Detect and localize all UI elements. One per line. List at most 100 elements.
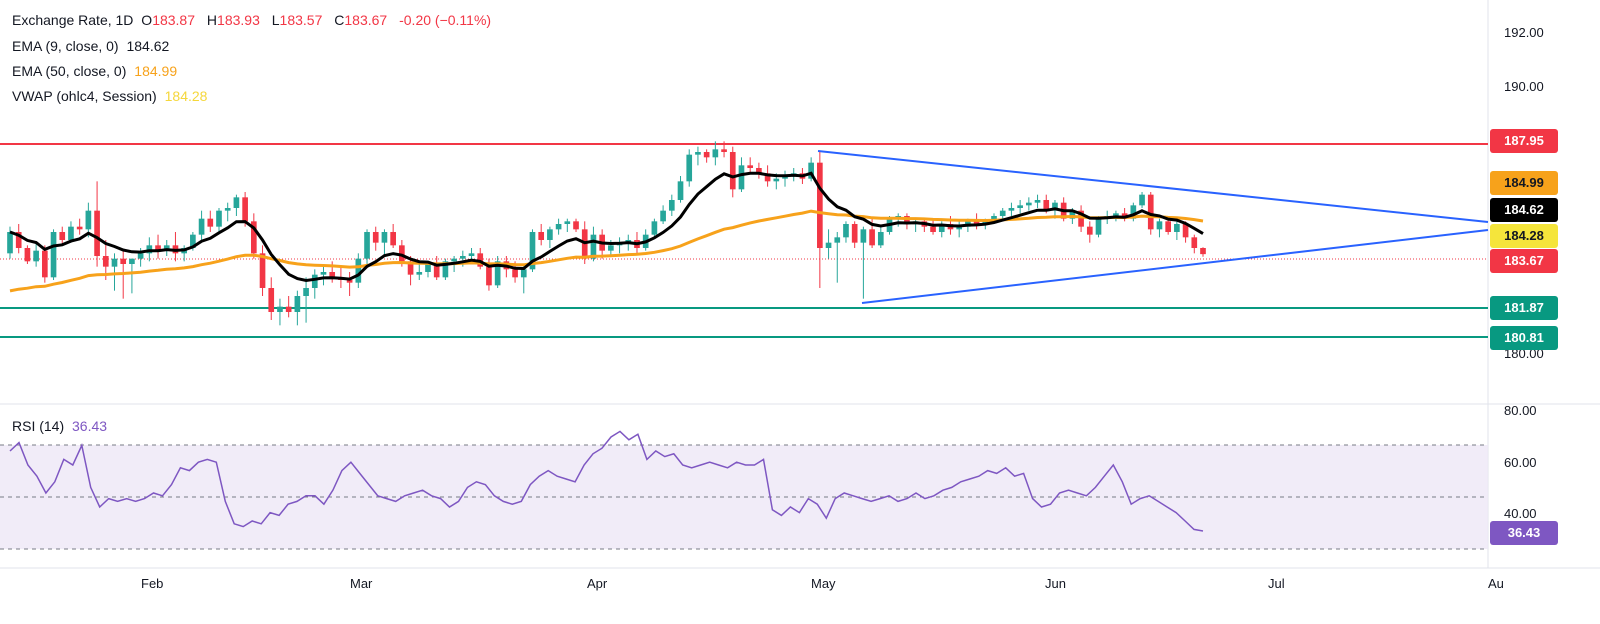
candle-body[interactable] bbox=[703, 152, 710, 158]
candle-body[interactable] bbox=[956, 226, 963, 230]
candle-body[interactable] bbox=[999, 210, 1006, 216]
legend-ema9[interactable]: EMA (9, close, 0) 184.62 bbox=[12, 38, 173, 54]
candle-body[interactable] bbox=[782, 176, 788, 179]
candle-body[interactable] bbox=[94, 210, 100, 256]
candle-body[interactable] bbox=[991, 216, 997, 222]
candle-body[interactable] bbox=[277, 306, 283, 312]
candle-body[interactable] bbox=[224, 208, 231, 211]
candle-body[interactable] bbox=[320, 272, 327, 275]
candle-body[interactable] bbox=[42, 250, 48, 278]
candle-body[interactable] bbox=[1156, 221, 1163, 230]
candle-body[interactable] bbox=[1034, 200, 1041, 203]
candle-body[interactable] bbox=[59, 232, 66, 240]
candle-body[interactable] bbox=[259, 253, 266, 288]
candle-body[interactable] bbox=[111, 258, 118, 267]
candle-body[interactable] bbox=[1139, 194, 1145, 206]
candle-body[interactable] bbox=[7, 232, 13, 254]
candle-body[interactable] bbox=[564, 221, 571, 224]
candle-body[interactable] bbox=[250, 221, 257, 254]
candle-body[interactable] bbox=[538, 232, 545, 240]
candle-body[interactable] bbox=[407, 261, 414, 275]
candle-body[interactable] bbox=[1165, 221, 1171, 232]
candle-body[interactable] bbox=[712, 149, 719, 158]
candle-body[interactable] bbox=[1182, 224, 1189, 238]
candle-body[interactable] bbox=[285, 306, 292, 312]
candle-body[interactable] bbox=[355, 258, 362, 283]
candle-body[interactable] bbox=[738, 165, 745, 190]
candle-body[interactable] bbox=[294, 296, 301, 312]
candle-body[interactable] bbox=[68, 226, 74, 240]
candle-body[interactable] bbox=[695, 152, 701, 155]
candle-body[interactable] bbox=[442, 261, 449, 278]
candle-body[interactable] bbox=[608, 245, 614, 251]
candle-body[interactable] bbox=[677, 181, 684, 200]
candle-body[interactable] bbox=[877, 232, 884, 246]
candle-body[interactable] bbox=[120, 258, 127, 264]
candle-body[interactable] bbox=[76, 226, 83, 230]
candle-body[interactable] bbox=[329, 272, 336, 278]
candle-body[interactable] bbox=[364, 232, 370, 259]
candle-body[interactable] bbox=[50, 232, 57, 278]
candle-body[interactable] bbox=[851, 224, 858, 243]
candle-body[interactable] bbox=[399, 245, 405, 262]
candle-body[interactable] bbox=[1052, 202, 1058, 211]
candle-body[interactable] bbox=[155, 245, 161, 251]
candle-body[interactable] bbox=[1191, 237, 1198, 248]
candle-body[interactable] bbox=[529, 232, 536, 270]
candle-body[interactable] bbox=[721, 149, 727, 152]
candle-body[interactable] bbox=[686, 154, 693, 182]
candle-body[interactable] bbox=[817, 162, 823, 248]
candle-body[interactable] bbox=[764, 173, 771, 182]
candle-body[interactable] bbox=[590, 234, 597, 259]
candle-body[interactable] bbox=[494, 261, 501, 286]
candle-body[interactable] bbox=[33, 250, 39, 262]
candle-body[interactable] bbox=[808, 162, 814, 179]
legend-rsi[interactable]: RSI (14) 36.43 bbox=[12, 418, 111, 434]
candle-body[interactable] bbox=[938, 224, 945, 232]
upper-trendline[interactable] bbox=[817, 150, 1489, 223]
candle-body[interactable] bbox=[425, 264, 431, 272]
candle-body[interactable] bbox=[129, 258, 135, 264]
candle-body[interactable] bbox=[747, 165, 754, 168]
candle-body[interactable] bbox=[843, 224, 849, 238]
candle-body[interactable] bbox=[198, 218, 205, 235]
candle-body[interactable] bbox=[547, 229, 553, 240]
candle-body[interactable] bbox=[163, 245, 170, 251]
candle-body[interactable] bbox=[1200, 248, 1206, 255]
candle-body[interactable] bbox=[773, 178, 780, 182]
candle-body[interactable] bbox=[1086, 226, 1093, 235]
candle-body[interactable] bbox=[468, 253, 475, 256]
candle-body[interactable] bbox=[137, 253, 144, 259]
candle-body[interactable] bbox=[860, 229, 867, 243]
candle-body[interactable] bbox=[573, 221, 579, 230]
candle-body[interactable] bbox=[520, 269, 527, 278]
candle-body[interactable] bbox=[1069, 210, 1076, 219]
candle-body[interactable] bbox=[555, 224, 562, 230]
candle-body[interactable] bbox=[459, 256, 466, 259]
candle-body[interactable] bbox=[190, 234, 196, 248]
candle-body[interactable] bbox=[372, 232, 379, 243]
candle-body[interactable] bbox=[242, 197, 248, 222]
candle-body[interactable] bbox=[233, 197, 240, 208]
candle-body[interactable] bbox=[15, 232, 22, 248]
candle-body[interactable] bbox=[930, 226, 936, 232]
candle-body[interactable] bbox=[207, 218, 214, 227]
candle-body[interactable] bbox=[268, 288, 275, 312]
candle-body[interactable] bbox=[729, 152, 736, 190]
candle-body[interactable] bbox=[1174, 224, 1180, 232]
candle-body[interactable] bbox=[1113, 213, 1119, 216]
candle-body[interactable] bbox=[381, 232, 388, 243]
candle-body[interactable] bbox=[303, 288, 309, 296]
candle-body[interactable] bbox=[1017, 205, 1023, 208]
candle-body[interactable] bbox=[85, 210, 92, 230]
candle-body[interactable] bbox=[416, 272, 423, 275]
candle-body[interactable] bbox=[346, 280, 353, 283]
candle-body[interactable] bbox=[24, 248, 31, 262]
candle-body[interactable] bbox=[1147, 194, 1154, 230]
candle-body[interactable] bbox=[486, 266, 492, 286]
legend-ema50[interactable]: EMA (50, close, 0) 184.99 bbox=[12, 63, 181, 79]
candle-body[interactable] bbox=[1095, 218, 1102, 235]
legend-vwap[interactable]: VWAP (ohlc4, Session) 184.28 bbox=[12, 88, 211, 104]
candle-body[interactable] bbox=[1026, 202, 1032, 206]
candle-body[interactable] bbox=[651, 221, 658, 235]
